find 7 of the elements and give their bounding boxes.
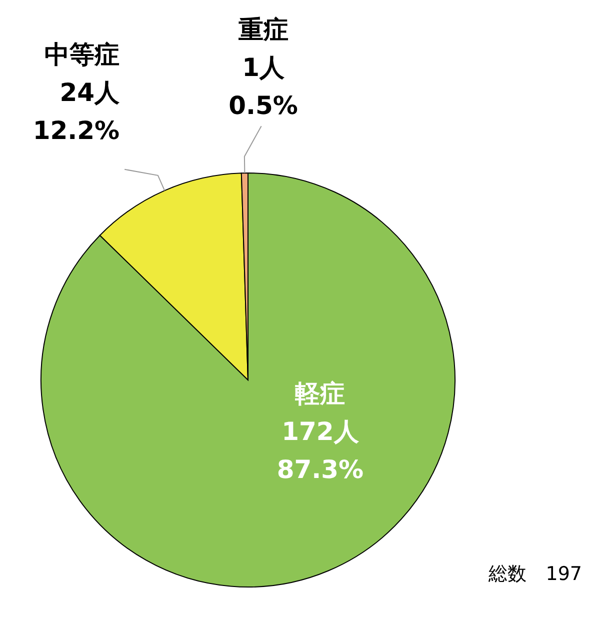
slice-label: 重症: [237, 15, 288, 44]
data-label: 172人 87.3%: [276, 416, 364, 484]
slice-label: 中等症: [44, 40, 120, 69]
data-label: 1人 0.5%: [228, 53, 298, 120]
text: 総数 197: [488, 563, 582, 585]
data-label: 24人 12.2%: [32, 78, 121, 145]
slice-label: 軽症: [295, 378, 346, 408]
